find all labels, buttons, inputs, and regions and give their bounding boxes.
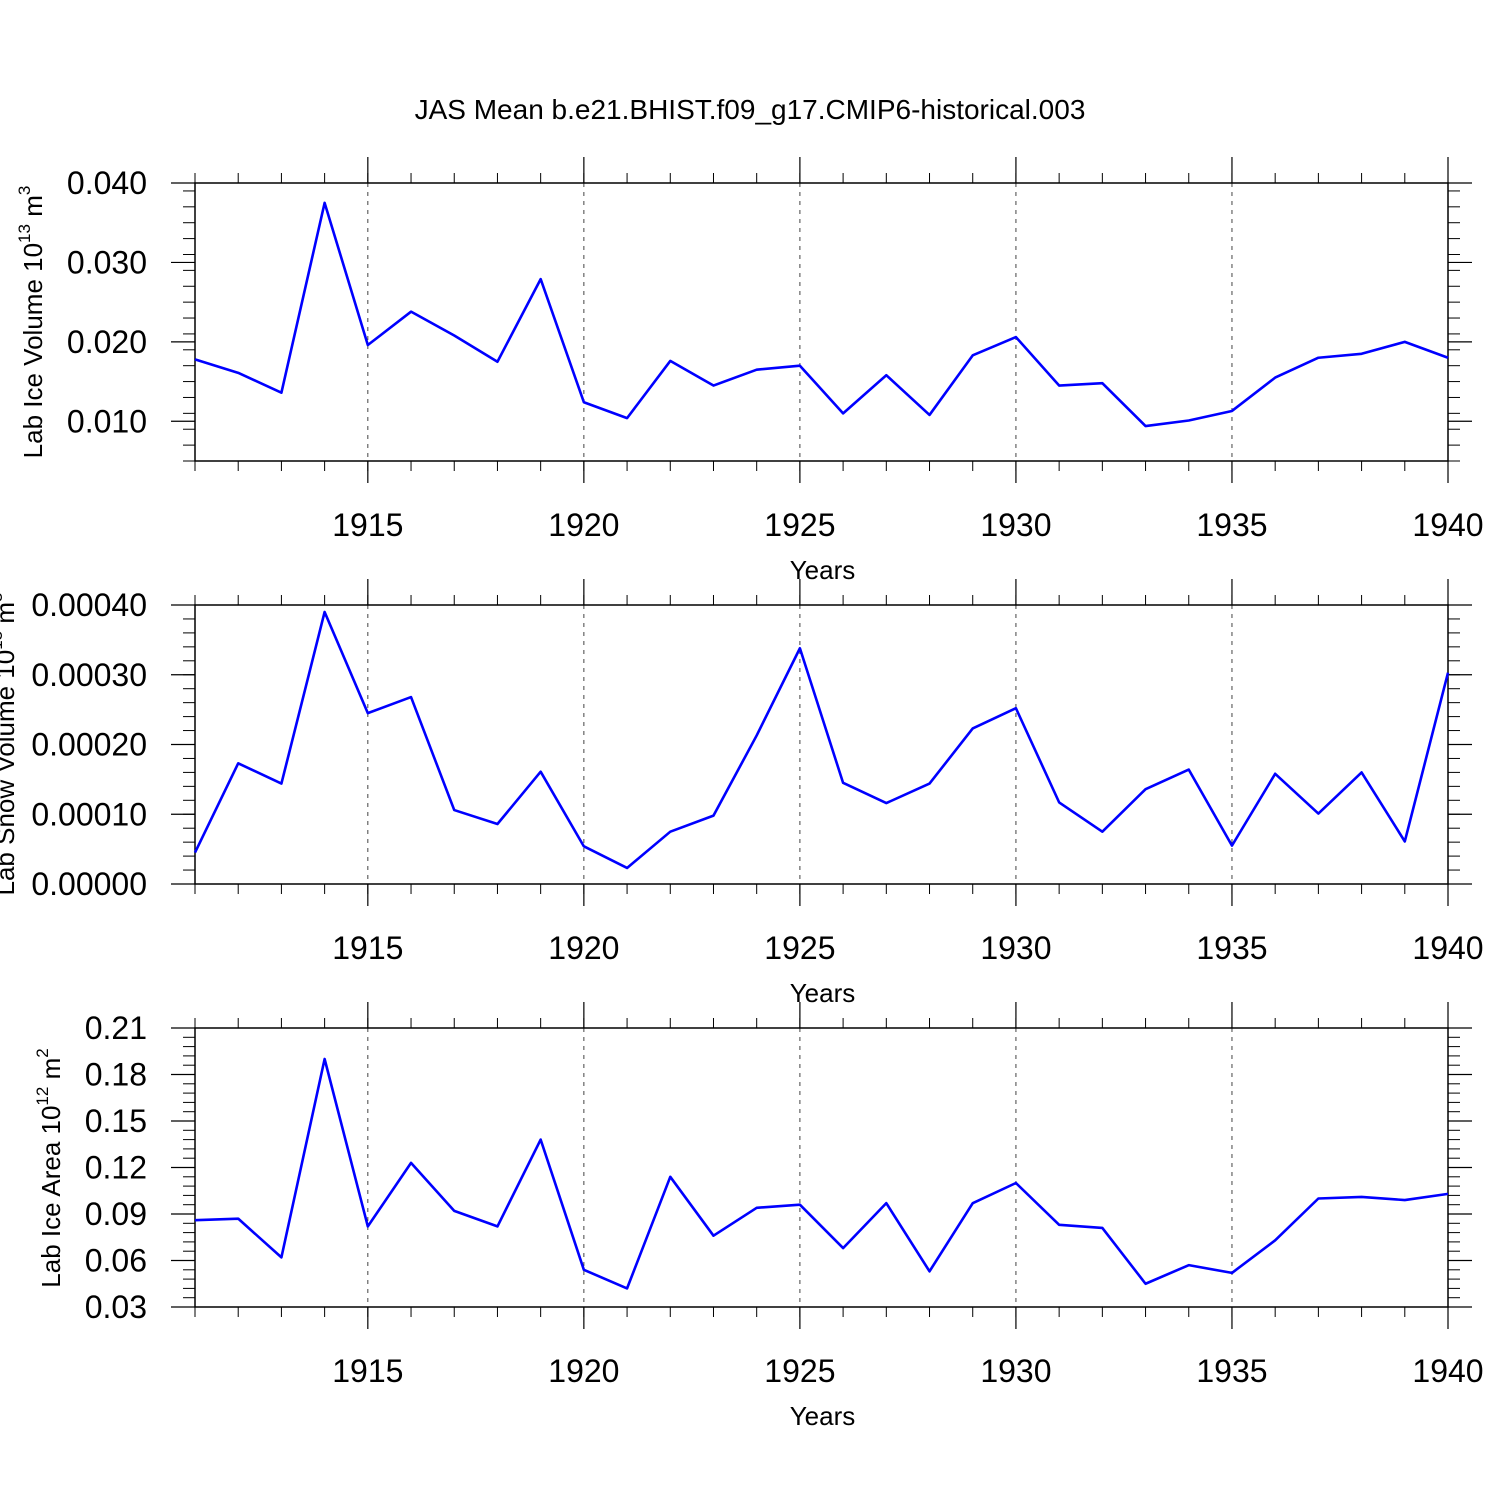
chart-panel-2: 0.00000 0.00010 0.00020 0.00030 0.00040 1915 1… — [0, 579, 1484, 1008]
y-axis-title-superscript: 2 — [33, 1048, 52, 1057]
x-tick-label: 1940 — [1412, 507, 1483, 543]
x-axis-title: Years — [790, 555, 856, 585]
plot-frame — [194, 1027, 1449, 1308]
y-tick-label: 0.00000 — [31, 866, 147, 902]
x-tick-label: 1915 — [332, 930, 403, 966]
x-tick-label: 1925 — [764, 1353, 835, 1389]
x-tick-label: 1915 — [332, 1353, 403, 1389]
y-tick-label: 0.020 — [67, 324, 147, 360]
y-tick-label: 0.06 — [85, 1243, 147, 1279]
y-tick-label: 0.21 — [85, 1010, 147, 1046]
y-axis-title-text: Lab Ice Volume 10 — [18, 243, 48, 458]
y-tick-label: 0.040 — [67, 165, 147, 201]
y-tick-label: 0.12 — [85, 1150, 147, 1186]
y-tick-label: 0.18 — [85, 1057, 147, 1093]
y-axis-title: Lab Ice Volume 1013 m3 — [15, 186, 48, 459]
x-tick-label: 1940 — [1412, 1353, 1483, 1389]
y-axis-title-text: Lab Snow Volume 10 — [0, 650, 20, 896]
plot-frame — [194, 182, 1449, 462]
series-line — [193, 610, 1450, 870]
series-line — [194, 201, 1449, 428]
y-tick-label: 0.00040 — [31, 587, 147, 623]
chart-panel-3: 0.03 0.06 0.09 0.12 0.15 0.18 0.21 1915 1920 1925… — [33, 1002, 1484, 1431]
y-tick-label: 0.09 — [85, 1196, 147, 1232]
x-axis-title: Years — [790, 978, 856, 1008]
x-axis-title: Years — [790, 1401, 856, 1431]
x-tick-label: 1935 — [1196, 507, 1267, 543]
y-axis-title-superscript: 13 — [0, 631, 6, 650]
y-axis-title-superscript: 3 — [0, 592, 6, 601]
y-axis-title-superscript: 12 — [33, 1087, 52, 1106]
x-tick-label: 1930 — [980, 507, 1051, 543]
x-tick-label: 1920 — [548, 930, 619, 966]
figure-title: JAS Mean b.e21.BHIST.f09_g17.CMIP6-histo… — [415, 94, 1086, 125]
chart-panel-1: 0.010 0.020 0.030 0.040 1915 1920 1925 1930 1935… — [15, 157, 1484, 585]
plot-frame — [194, 604, 1449, 885]
x-tick-label: 1925 — [764, 930, 835, 966]
y-tick-label: 0.00010 — [31, 796, 147, 832]
series-line — [194, 1057, 1449, 1290]
x-tick-label: 1935 — [1196, 930, 1267, 966]
x-tick-label: 1940 — [1412, 930, 1483, 966]
y-tick-label: 0.00030 — [31, 657, 147, 693]
y-tick-label: 0.030 — [67, 244, 147, 280]
y-tick-label: 0.03 — [85, 1289, 147, 1325]
y-axis-title: Lab Snow Volume 1013 m3 — [0, 592, 20, 895]
x-tick-label: 1920 — [548, 1353, 619, 1389]
y-axis-title-superscript: 13 — [15, 224, 34, 243]
chart-panels: 0.010 0.020 0.030 0.040 1915 1920 1925 1930 1935… — [0, 157, 1484, 1431]
x-tick-label: 1930 — [980, 930, 1051, 966]
x-tick-label: 1925 — [764, 507, 835, 543]
x-tick-label: 1915 — [332, 507, 403, 543]
y-tick-label: 0.15 — [85, 1103, 147, 1139]
y-tick-label: 0.00020 — [31, 727, 147, 763]
x-tick-label: 1935 — [1196, 1353, 1267, 1389]
x-tick-label: 1930 — [980, 1353, 1051, 1389]
y-axis-title-text: m — [18, 195, 48, 224]
y-axis-title-superscript: 3 — [15, 186, 34, 195]
y-axis-title-text: m — [36, 1058, 66, 1087]
y-tick-label: 0.010 — [67, 403, 147, 439]
y-axis-title-text: m — [0, 602, 20, 631]
y-axis-title: Lab Ice Area 1012 m2 — [33, 1048, 66, 1287]
y-axis-title-text: Lab Ice Area 10 — [36, 1106, 66, 1288]
x-tick-label: 1920 — [548, 507, 619, 543]
